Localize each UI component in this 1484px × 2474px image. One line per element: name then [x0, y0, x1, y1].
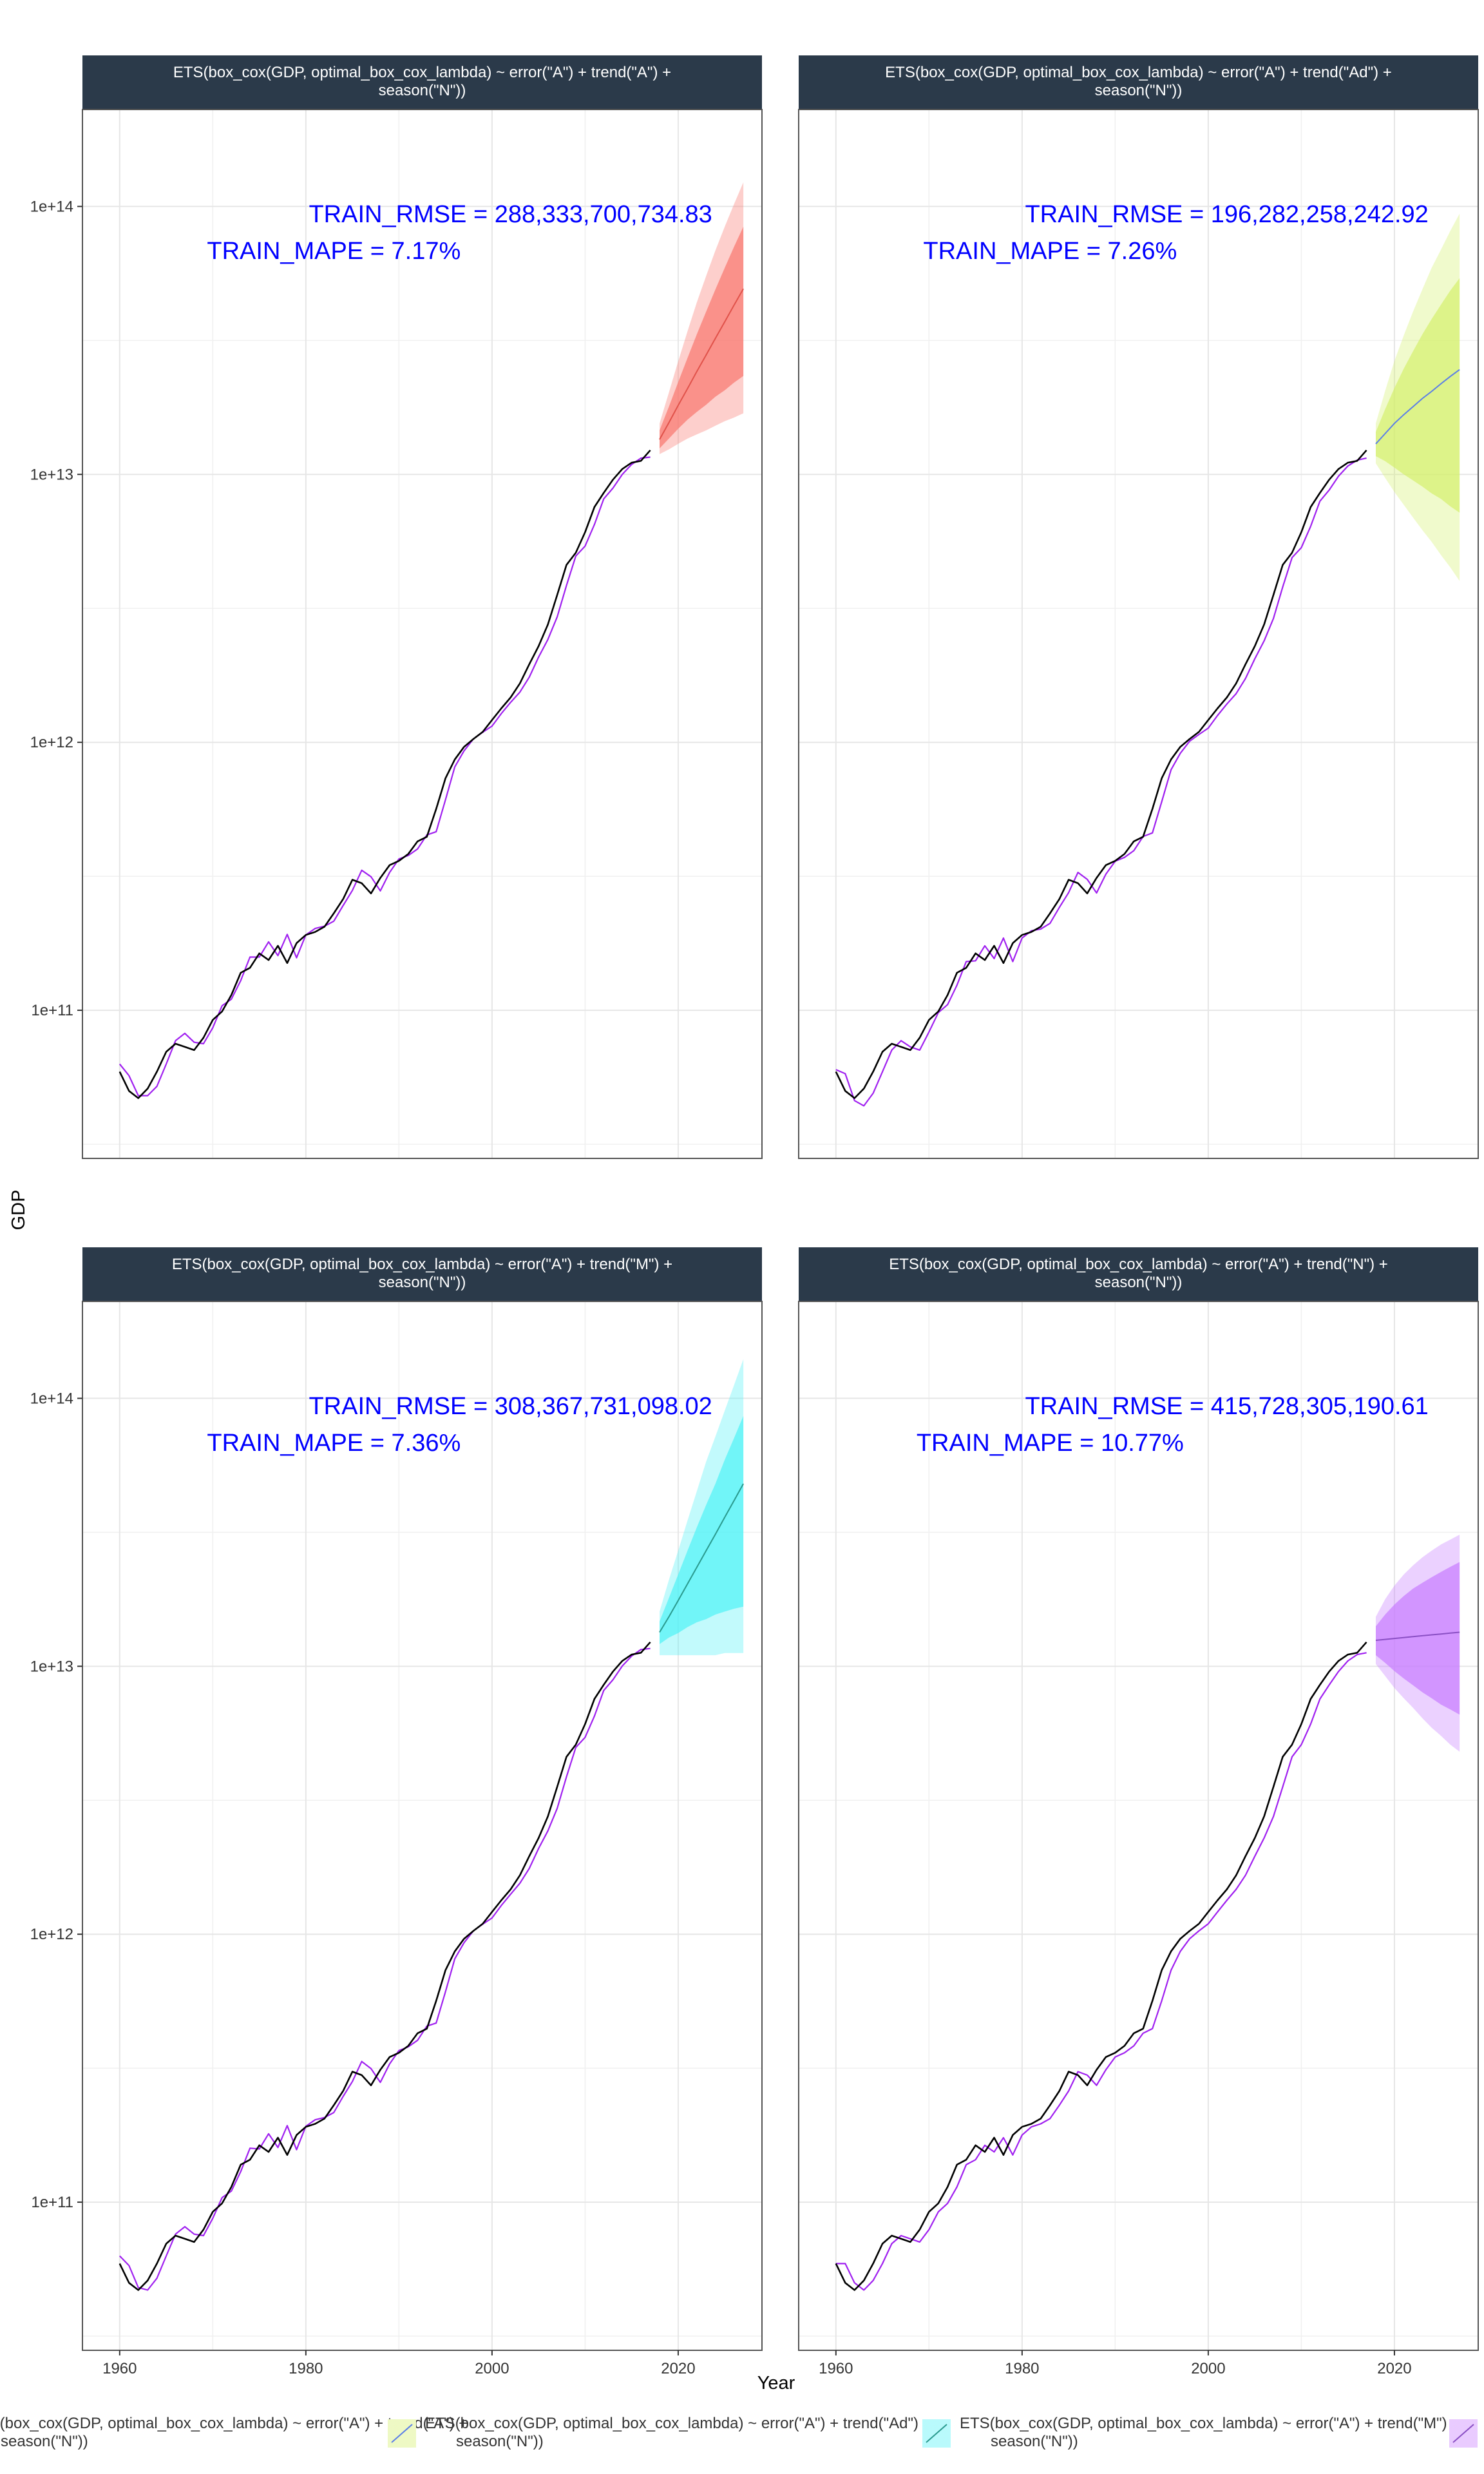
actual-line	[835, 449, 1367, 1099]
forecast-interval-80	[1376, 278, 1460, 513]
facet-strip-title: season("N"))	[379, 1274, 466, 1291]
legend-label: season("N"))	[991, 2433, 1078, 2450]
facet-strip-title: ETS(box_cox(GDP, optimal_box_cox_lambda)…	[172, 1256, 672, 1273]
forecast-mean-line	[1375, 1631, 1460, 1641]
x-tick-label: 2020	[1377, 2360, 1411, 2377]
facet-strip	[799, 1247, 1478, 1301]
facet-strip-title: ETS(box_cox(GDP, optimal_box_cox_lambda)…	[889, 1256, 1388, 1273]
forecast-interval-80	[1376, 1562, 1460, 1715]
train-mape-label: TRAIN_MAPE = 7.26%	[923, 238, 1177, 265]
actual-line	[835, 1641, 1367, 2291]
legend-key-line	[926, 2424, 947, 2443]
facet-strip	[799, 55, 1478, 110]
forecast-mean-line	[659, 288, 744, 440]
forecast-interval-80	[660, 226, 744, 448]
train-mape-label: TRAIN_MAPE = 7.36%	[207, 1430, 461, 1457]
panel-border	[82, 1301, 763, 2351]
x-tick-label: 1980	[1005, 2360, 1039, 2377]
train-rmse-label: TRAIN_RMSE = 196,282,258,242.92	[1025, 201, 1428, 228]
facet-strip-title: season("N"))	[1095, 82, 1183, 99]
train-rmse-label: TRAIN_RMSE = 288,333,700,734.83	[309, 201, 712, 228]
y-tick-label: 1e+12	[30, 1926, 73, 1943]
panel-background	[799, 1301, 1478, 2350]
facet-strip-title: season("N"))	[379, 82, 466, 99]
facet-strip-title: ETS(box_cox(GDP, optimal_box_cox_lambda)…	[885, 64, 1392, 81]
legend-label: ETS(box_cox(GDP, optimal_box_cox_lambda)…	[425, 2415, 932, 2432]
forecast-mean-line	[659, 1483, 744, 1633]
y-tick-label: 1e+11	[31, 1002, 73, 1019]
facet-panel-1: ETS(box_cox(GDP, optimal_box_cox_lambda)…	[30, 55, 763, 1159]
x-tick-label: 1960	[102, 2360, 137, 2377]
y-tick-label: 1e+11	[31, 2194, 73, 2211]
fitted-line	[119, 1647, 651, 2291]
legend-key-line	[1452, 2424, 1474, 2443]
y-axis-title: GDP	[8, 1190, 29, 1231]
x-tick-label: 2000	[1191, 2360, 1225, 2377]
train-rmse-label: TRAIN_RMSE = 308,367,731,098.02	[309, 1393, 712, 1420]
x-tick-label: 2020	[661, 2360, 695, 2377]
actual-line	[119, 449, 651, 1099]
facet-panels: ETS(box_cox(GDP, optimal_box_cox_lambda)…	[30, 55, 1479, 2377]
fitted-line	[835, 1652, 1367, 2291]
facet-panel-4: ETS(box_cox(GDP, optimal_box_cox_lambda)…	[798, 1247, 1479, 2377]
train-mape-label: TRAIN_MAPE = 10.77%	[917, 1430, 1184, 1457]
fitted-line	[119, 456, 651, 1097]
forecast-interval-80	[660, 1415, 744, 1644]
fitted-line	[835, 457, 1367, 1107]
legend: ETS(box_cox(GDP, optimal_box_cox_lambda)…	[0, 2415, 1478, 2450]
facet-panel-2: ETS(box_cox(GDP, optimal_box_cox_lambda)…	[798, 55, 1479, 1159]
legend-key-line	[391, 2424, 413, 2443]
x-tick-label: 1980	[289, 2360, 323, 2377]
legend-label: season("N"))	[1, 2433, 88, 2450]
panel-border	[798, 1301, 1479, 2351]
facet-strip-title: season("N"))	[1095, 1274, 1183, 1291]
train-rmse-label: TRAIN_RMSE = 415,728,305,190.61	[1025, 1393, 1428, 1420]
x-axis-title: Year	[757, 2373, 795, 2393]
actual-line	[119, 1641, 651, 2291]
facet-strip-title: ETS(box_cox(GDP, optimal_box_cox_lambda)…	[173, 64, 671, 81]
panel-border	[798, 109, 1479, 1159]
y-tick-label: 1e+14	[30, 1390, 73, 1407]
x-tick-label: 2000	[475, 2360, 509, 2377]
panel-background	[82, 110, 762, 1158]
y-tick-label: 1e+13	[30, 466, 73, 483]
panel-background	[82, 1301, 762, 2350]
facet-strip	[82, 55, 762, 110]
legend-label: season("N"))	[456, 2433, 544, 2450]
train-mape-label: TRAIN_MAPE = 7.17%	[207, 238, 461, 265]
x-tick-label: 1960	[819, 2360, 853, 2377]
panel-background	[799, 110, 1478, 1158]
legend-key-2	[388, 2419, 416, 2448]
legend-key-3	[922, 2419, 951, 2448]
forecast-mean-line	[1375, 369, 1460, 445]
y-tick-label: 1e+12	[30, 734, 73, 751]
legend-label: ETS(box_cox(GDP, optimal_box_cox_lambda)…	[960, 2415, 1460, 2432]
facet-panel-3: ETS(box_cox(GDP, optimal_box_cox_lambda)…	[30, 1247, 763, 2377]
panel-border	[82, 109, 763, 1159]
legend-key-4	[1449, 2419, 1478, 2448]
y-tick-label: 1e+13	[30, 1658, 73, 1675]
facet-strip	[82, 1247, 762, 1301]
y-tick-label: 1e+14	[30, 198, 73, 215]
